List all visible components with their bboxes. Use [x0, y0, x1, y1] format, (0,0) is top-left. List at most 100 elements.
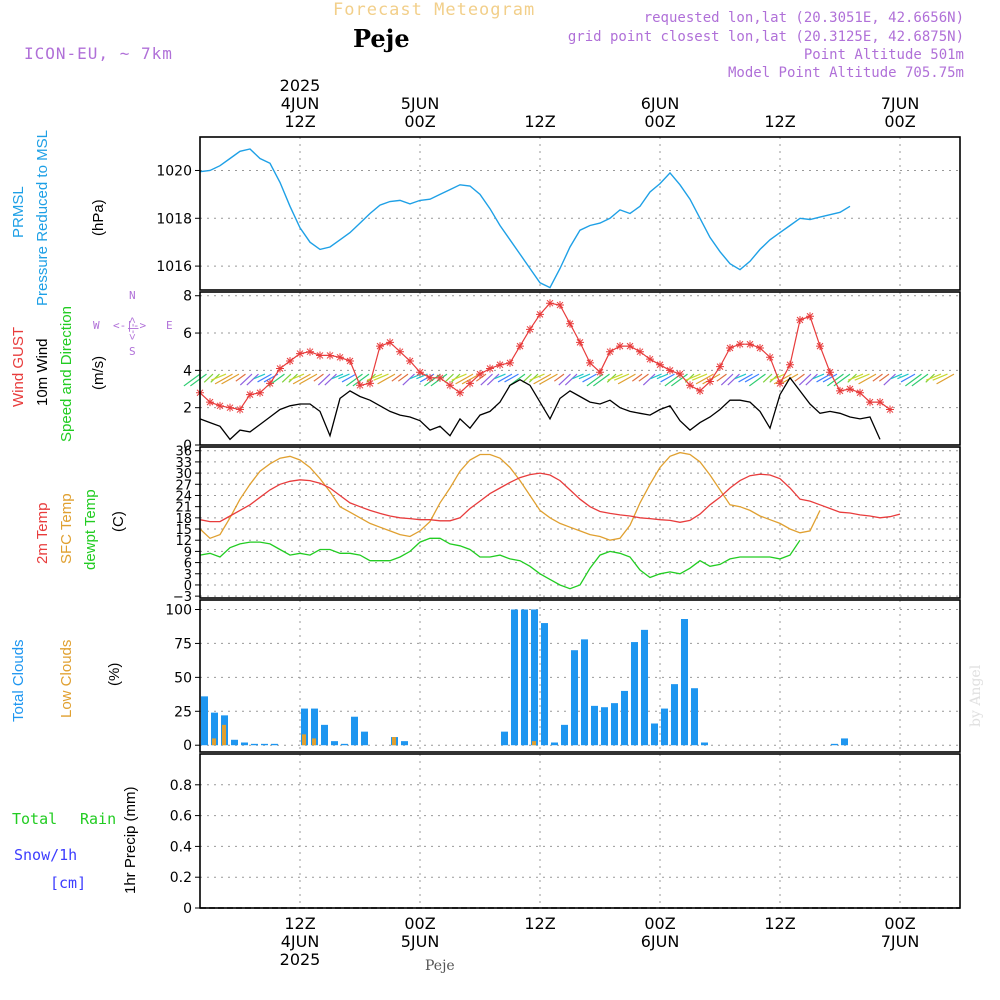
wind-gust-marker [406, 357, 414, 366]
wind-direction-arrow [239, 373, 253, 386]
cloud-total-bar [261, 743, 268, 746]
wind-direction-arrow [409, 373, 422, 380]
wind-direction-arrow [444, 373, 454, 383]
cloud-total-bar [591, 705, 598, 746]
cloud-total-bar [361, 731, 368, 746]
wind-direction-arrow [430, 373, 448, 387]
y-tick-label: 75 [174, 636, 192, 652]
x-tick-label-top: 5JUN [401, 94, 440, 113]
wind-direction-arrow [858, 373, 877, 385]
wind-direction-arrow [486, 373, 500, 386]
wind-gust-marker [536, 310, 544, 319]
wind-gust-marker [276, 364, 284, 373]
wind-direction-arrow [872, 373, 883, 382]
wind-direction-arrow [324, 373, 337, 386]
wind-direction-arrow [716, 373, 727, 382]
wind-direction-arrow [288, 373, 305, 381]
y-tick-label: 18 [175, 512, 192, 527]
pressure-line [199, 148, 851, 289]
wind-direction-arrow [424, 373, 441, 387]
wind-gust-marker [776, 379, 784, 388]
wind-gust-marker [376, 342, 384, 351]
wind-gust-marker [416, 368, 424, 377]
y-tick-label: 25 [174, 704, 192, 720]
x-tick-label-top: 4JUN [281, 94, 320, 113]
cloud-total-bar [531, 609, 538, 746]
y-tick-label: 1018 [156, 211, 192, 227]
wind-direction-arrow [268, 373, 285, 387]
wind-direction-arrow [450, 373, 461, 383]
wind-gust-marker [816, 342, 824, 351]
wind-gust-marker [856, 388, 864, 397]
wind-direction-arrow [642, 373, 656, 386]
wind-direction-arrow [613, 373, 630, 381]
wind-direction-arrow [631, 373, 643, 382]
wind-gust-marker [256, 388, 264, 397]
y-tick-label: 0.8 [170, 778, 192, 794]
wind-direction-arrow [617, 373, 636, 385]
x-tick-label-bottom: 12Z [764, 914, 795, 933]
point-altitude: Point Altitude 501m [803, 47, 964, 63]
compass-e: E [166, 319, 173, 332]
tsfc-label: SFC Temp [58, 493, 75, 564]
wind-direction-arrow [558, 373, 571, 386]
wind-direction-arrow [373, 373, 389, 381]
wind-gust-marker [696, 386, 704, 395]
wind-direction-arrow [833, 373, 851, 387]
wind-gust-marker [826, 368, 834, 377]
cloud-total-bar [511, 609, 518, 746]
wind-direction-arrow [695, 373, 714, 385]
y-tick-label: 8 [183, 289, 192, 305]
cloud-low-bar [392, 737, 396, 746]
wind-gust-marker [456, 388, 464, 397]
wind-direction-arrow [660, 373, 675, 383]
wind-direction-arrow [727, 373, 740, 386]
x-tick-label-top: 00Z [404, 112, 435, 131]
compass-w: W [93, 319, 100, 332]
wind-gust-marker [246, 390, 254, 399]
x-tick-label-top: 00Z [884, 112, 915, 131]
wind-direction-arrow [533, 373, 552, 385]
y-tick-label: 9 [184, 545, 192, 560]
wind-direction-arrow [671, 373, 688, 387]
wind-gust-marker [496, 360, 504, 369]
cloud-total-bar [521, 609, 528, 746]
low-clouds-label: Low Clouds [58, 639, 75, 718]
x-tick-label-top: 12Z [524, 112, 555, 131]
model-altitude: Model Point Altitude 705.75m [727, 65, 964, 81]
wind-direction-arrow [812, 373, 825, 380]
wind-direction-arrow [911, 373, 929, 387]
wind-direction-arrow [203, 373, 214, 383]
y-tick-label: 0.4 [170, 839, 192, 855]
wind-gust-marker [486, 364, 494, 373]
wind-direction-arrow [769, 373, 779, 383]
y-tick-label: 6 [183, 326, 192, 342]
wind-direction-arrow [508, 373, 526, 387]
wind-gust-marker [386, 338, 394, 347]
wind-direction-arrow [883, 373, 896, 386]
wind-direction-arrow [461, 373, 480, 385]
y-tick-label: 100 [165, 603, 192, 619]
wind-direction-arrow [281, 373, 292, 383]
cloud-total-bar [621, 690, 628, 746]
cloud-total-bar [831, 743, 838, 746]
wind-direction-arrow [214, 373, 233, 385]
cloud-total-bar [541, 623, 548, 746]
t2m-line [199, 472, 901, 523]
panel-frame [199, 136, 961, 291]
grid-coords: grid point closest lon,lat (20.3125E, 42… [567, 29, 964, 45]
wind-direction-arrow [720, 373, 734, 386]
wind-direction-arrow [190, 373, 207, 387]
wind-direction-arrow [221, 373, 240, 385]
wind-gust-marker [346, 357, 354, 366]
y-tick-label: 12 [175, 534, 192, 549]
wind-direction-arrow [656, 373, 669, 380]
y-tick-label: 0 [183, 738, 192, 754]
wind-direction-arrow [480, 373, 493, 386]
wind-gust-marker [796, 315, 804, 324]
precip-unit: 1hr Precip (mm) [122, 786, 139, 894]
cloud-total-bar [551, 742, 558, 746]
y-tick-label: 21 [175, 501, 192, 516]
wind-gust-marker [876, 398, 884, 407]
y-tick-label: 50 [174, 670, 192, 686]
